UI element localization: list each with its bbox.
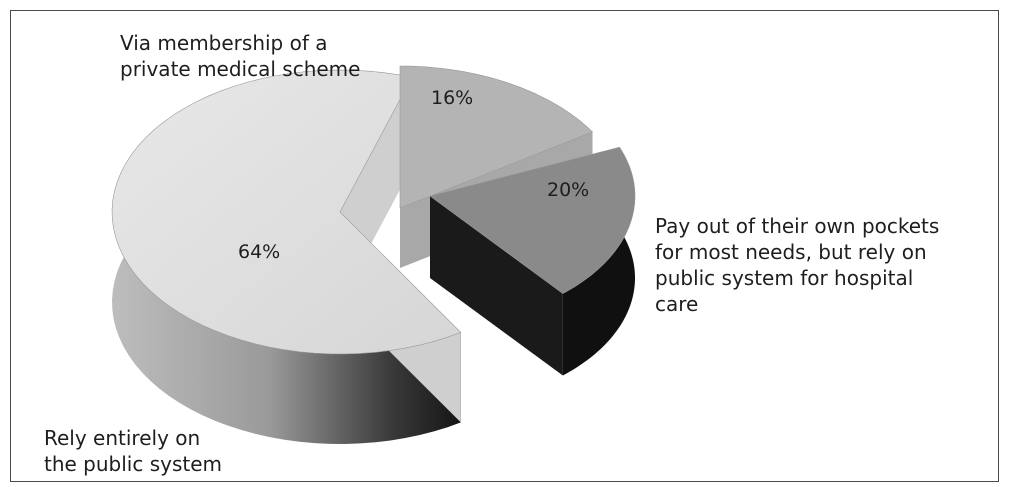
value-label-private-scheme: 16% <box>431 87 474 109</box>
label-out-of-pocket-line-3: public system for hospital <box>655 266 914 290</box>
label-out-of-pocket-line-4: care <box>655 292 699 316</box>
pie-slice-out-of-pocket <box>429 146 636 294</box>
pie-slice-public-system <box>111 69 462 355</box>
label-public-system-line-1: Rely entirely on <box>44 426 201 450</box>
pie-slice-private-scheme <box>399 65 594 209</box>
pie-wall-out-of-pocket-1 <box>430 196 563 376</box>
label-private-scheme-line-2: private medical scheme <box>120 57 361 81</box>
label-out-of-pocket-line-2: for most needs, but rely on <box>655 240 927 264</box>
label-public-system-line-2: the public system <box>44 452 223 476</box>
value-label-public-system: 64% <box>238 241 281 263</box>
label-out-of-pocket: Pay out of their own pockets for most ne… <box>655 213 939 317</box>
label-private-scheme-line-1: Via membership of a <box>120 31 328 55</box>
label-public-system: Rely entirely on the public system <box>44 425 222 477</box>
label-out-of-pocket-line-1: Pay out of their own pockets <box>655 214 940 238</box>
pie-side-out-of-pocket <box>562 147 635 376</box>
value-label-out-of-pocket: 20% <box>547 179 590 201</box>
label-private-scheme: Via membership of a private medical sche… <box>120 30 360 82</box>
